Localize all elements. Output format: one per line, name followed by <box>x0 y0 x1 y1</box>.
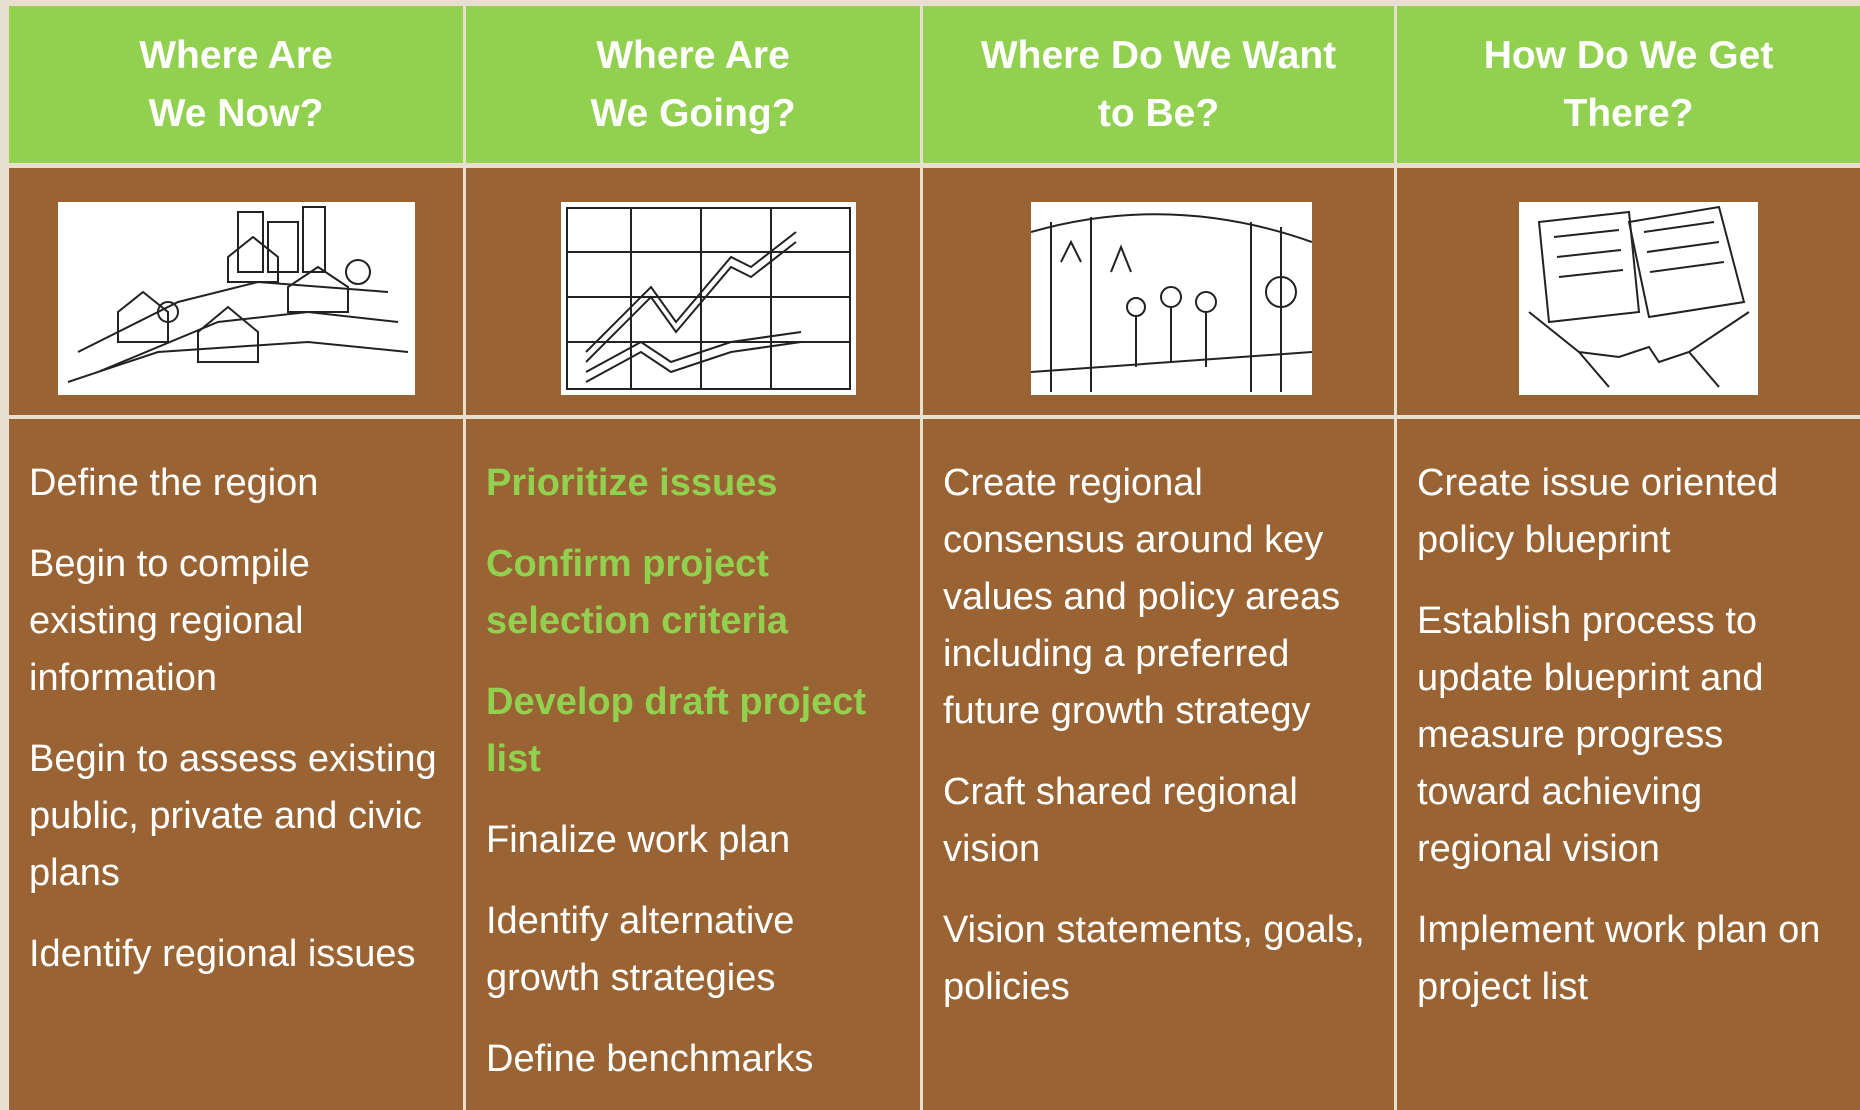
header-line: to Be? <box>1097 91 1220 135</box>
header-line: We Now? <box>148 91 324 135</box>
step: Identify alternative growth strategies <box>486 900 795 999</box>
column-header: Where Are We Going? <box>466 6 920 163</box>
header-line: We Going? <box>590 91 796 135</box>
column-header: Where Are We Now? <box>9 6 463 163</box>
step: Craft shared regional vision <box>943 771 1298 870</box>
step: Establish process to update blueprint an… <box>1417 600 1764 870</box>
step: Identify regional issues <box>29 933 416 975</box>
header-line: Where Are <box>139 33 333 77</box>
header-line: There? <box>1563 91 1694 135</box>
column-body: Create regional consensus around key val… <box>923 419 1394 1110</box>
column-header: How Do We Get There? <box>1397 6 1860 163</box>
highlighted-step: Develop draft project list <box>486 681 867 780</box>
step: Define the region <box>29 462 319 504</box>
step: Create issue oriented policy blueprint <box>1417 462 1779 561</box>
step: Define benchmarks <box>486 1038 814 1080</box>
step: Finalize work plan <box>486 819 791 861</box>
illustration <box>1519 202 1758 395</box>
step: Begin to assess existing public, private… <box>29 738 437 894</box>
header-line: Where Do We Want <box>980 33 1337 77</box>
column-header: Where Do We Want to Be? <box>923 6 1394 163</box>
step: Vision statements, goals, policies <box>943 909 1365 1008</box>
column-body: Prioritize issues Confirm project selecti… <box>466 419 920 1110</box>
step: Begin to compile existing regional infor… <box>29 543 310 699</box>
highlighted-step: Prioritize issues <box>486 462 778 504</box>
step: Create regional consensus around key val… <box>943 462 1341 732</box>
header-line: Where Are <box>596 33 790 77</box>
illustration <box>1031 202 1312 395</box>
header-line: How Do We Get <box>1483 33 1774 77</box>
column-body: Define the region Begin to compile existi… <box>9 419 463 1110</box>
column-body: Create issue oriented policy blueprint Es… <box>1397 419 1860 1110</box>
step: Implement work plan on project list <box>1417 909 1821 1008</box>
highlighted-step: Confirm project selection criteria <box>486 543 789 642</box>
illustration <box>561 202 856 395</box>
illustration <box>58 202 415 395</box>
